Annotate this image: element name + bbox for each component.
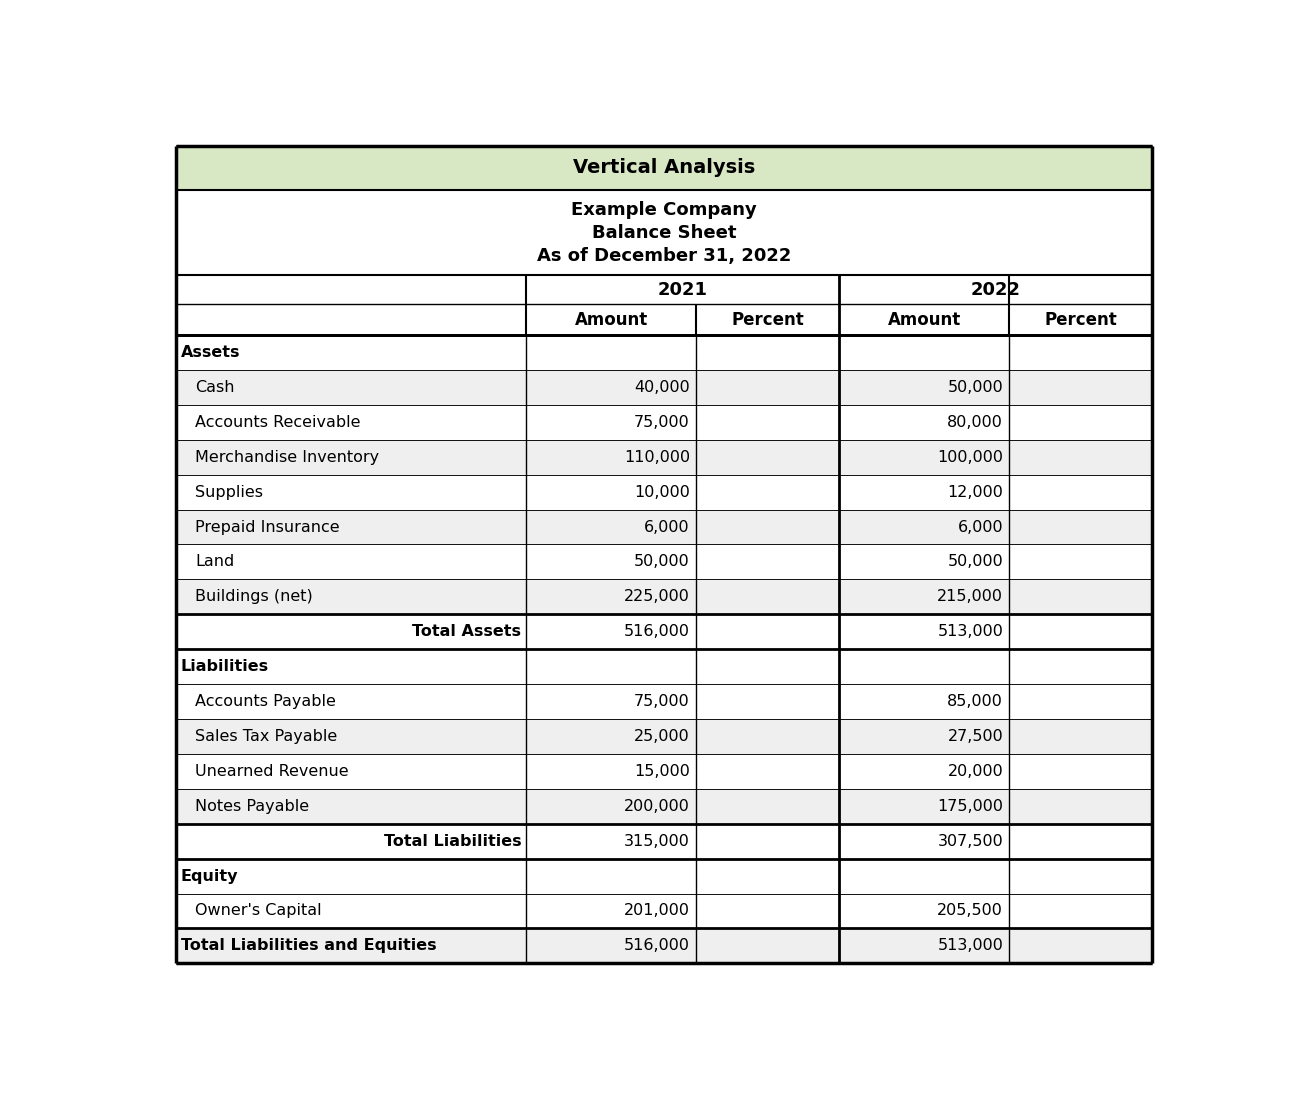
Text: Cash: Cash [196, 380, 235, 395]
Text: 315,000: 315,000 [625, 833, 689, 849]
Text: Percent: Percent [731, 311, 804, 328]
Text: 2021: 2021 [657, 281, 708, 299]
Bar [176, 146, 1152, 190]
Text: 225,000: 225,000 [625, 590, 689, 604]
Bar [176, 824, 1152, 859]
Text: 10,000: 10,000 [634, 484, 689, 500]
Bar [176, 190, 1152, 274]
Text: Amount: Amount [574, 311, 648, 328]
Text: 50,000: 50,000 [947, 380, 1003, 395]
Bar [176, 274, 1152, 304]
Text: As of December 31, 2022: As of December 31, 2022 [537, 247, 792, 265]
Text: 75,000: 75,000 [634, 415, 689, 429]
Text: 6,000: 6,000 [644, 519, 689, 535]
Bar [176, 580, 1152, 614]
Text: Owner's Capital: Owner's Capital [196, 904, 321, 919]
Bar [176, 545, 1152, 580]
Bar [176, 649, 1152, 684]
Text: Balance Sheet: Balance Sheet [592, 224, 736, 242]
Text: Total Assets: Total Assets [412, 625, 521, 639]
Bar [176, 859, 1152, 894]
Text: 50,000: 50,000 [947, 554, 1003, 570]
Text: Sales Tax Payable: Sales Tax Payable [196, 729, 337, 744]
Text: Supplies: Supplies [196, 484, 263, 500]
Text: 200,000: 200,000 [625, 798, 689, 814]
Bar [176, 788, 1152, 824]
Text: 205,500: 205,500 [937, 904, 1003, 919]
Text: 513,000: 513,000 [937, 625, 1003, 639]
Text: Percent: Percent [1045, 311, 1117, 328]
Bar [176, 370, 1152, 405]
Bar [176, 719, 1152, 754]
Text: Total Liabilities: Total Liabilities [384, 833, 521, 849]
Text: 75,000: 75,000 [634, 694, 689, 709]
Bar [176, 614, 1152, 649]
Text: Amount: Amount [888, 311, 960, 328]
Bar [176, 684, 1152, 719]
Text: Land: Land [196, 554, 235, 570]
Text: 27,500: 27,500 [947, 729, 1003, 744]
Text: 307,500: 307,500 [937, 833, 1003, 849]
Text: 15,000: 15,000 [634, 764, 689, 778]
Text: 12,000: 12,000 [947, 484, 1003, 500]
Bar [176, 335, 1152, 370]
Text: Example Company: Example Company [572, 201, 757, 219]
Bar [176, 754, 1152, 788]
Bar [176, 474, 1152, 509]
Text: 215,000: 215,000 [937, 590, 1003, 604]
Text: Vertical Analysis: Vertical Analysis [573, 158, 756, 178]
Text: 516,000: 516,000 [623, 939, 689, 953]
Text: 85,000: 85,000 [947, 694, 1003, 709]
Text: 100,000: 100,000 [937, 450, 1003, 464]
Bar [176, 304, 1152, 335]
Text: 2022: 2022 [971, 281, 1021, 299]
Text: Liabilities: Liabilities [180, 659, 268, 674]
Bar [176, 405, 1152, 440]
Text: 6,000: 6,000 [958, 519, 1003, 535]
Text: 80,000: 80,000 [947, 415, 1003, 429]
Text: Notes Payable: Notes Payable [196, 798, 310, 814]
Text: 516,000: 516,000 [623, 625, 689, 639]
Text: Merchandise Inventory: Merchandise Inventory [196, 450, 380, 464]
Bar [176, 440, 1152, 474]
Text: 513,000: 513,000 [937, 939, 1003, 953]
Text: 110,000: 110,000 [623, 450, 689, 464]
Text: Accounts Receivable: Accounts Receivable [196, 415, 360, 429]
Text: Accounts Payable: Accounts Payable [196, 694, 336, 709]
Bar [176, 509, 1152, 545]
Bar [176, 929, 1152, 963]
Text: 201,000: 201,000 [623, 904, 689, 919]
Text: 50,000: 50,000 [634, 554, 689, 570]
Text: Unearned Revenue: Unearned Revenue [196, 764, 349, 778]
Text: 25,000: 25,000 [634, 729, 689, 744]
Text: Total Liabilities and Equities: Total Liabilities and Equities [180, 939, 437, 953]
Text: 175,000: 175,000 [937, 798, 1003, 814]
Text: Prepaid Insurance: Prepaid Insurance [196, 519, 340, 535]
Text: Buildings (net): Buildings (net) [196, 590, 314, 604]
Text: Assets: Assets [180, 345, 240, 360]
Bar [176, 894, 1152, 929]
Text: 20,000: 20,000 [947, 764, 1003, 778]
Text: 40,000: 40,000 [634, 380, 689, 395]
Text: Equity: Equity [180, 869, 238, 884]
